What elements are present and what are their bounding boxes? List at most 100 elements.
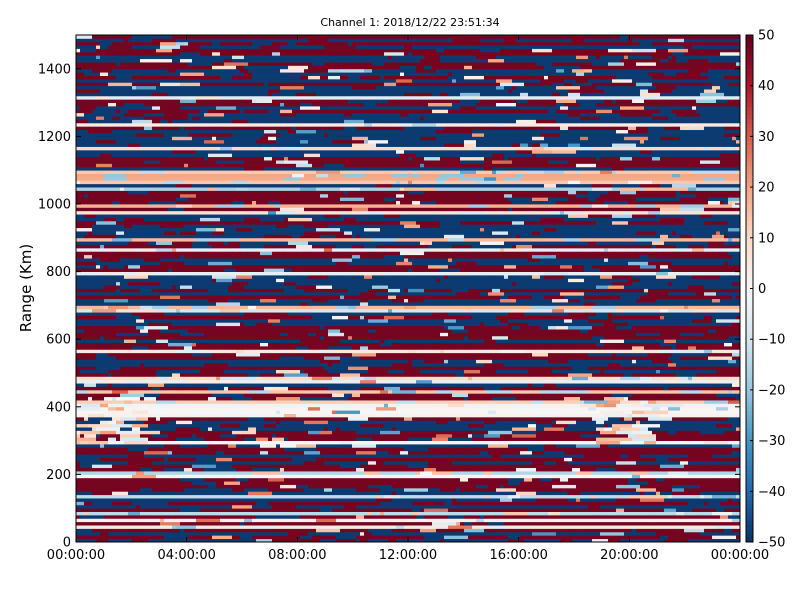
heatmap-cell <box>272 356 281 360</box>
heatmap-cell <box>292 501 305 506</box>
heatmap-cell <box>568 298 581 303</box>
heatmap-cell <box>208 258 225 262</box>
heatmap-cell <box>336 234 353 239</box>
heatmap-cell <box>336 379 361 384</box>
heatmap-cell <box>132 295 145 300</box>
heatmap-cell <box>384 400 397 404</box>
heatmap-cell <box>700 271 725 276</box>
heatmap-cell <box>116 430 141 435</box>
heatmap-cell <box>492 214 517 218</box>
heatmap-cell <box>104 335 121 340</box>
heatmap-cell <box>252 467 277 472</box>
heatmap-cell <box>568 498 577 502</box>
heatmap-cell <box>476 508 501 512</box>
heatmap-cell <box>348 274 365 279</box>
heatmap-cell <box>160 224 185 229</box>
heatmap-cell <box>524 457 537 462</box>
heatmap-cell <box>588 359 597 364</box>
heatmap-cell <box>104 234 117 239</box>
heatmap-cell <box>416 278 437 283</box>
heatmap-cell <box>88 271 105 276</box>
heatmap-cell <box>172 494 181 499</box>
heatmap-cell <box>648 254 653 259</box>
heatmap-cell <box>392 362 413 367</box>
heatmap-cell <box>512 403 537 408</box>
heatmap-cell <box>524 342 537 347</box>
heatmap-cell <box>476 396 493 401</box>
heatmap-cell <box>328 427 337 431</box>
heatmap-cell <box>264 227 285 232</box>
heatmap-cell <box>732 410 741 414</box>
heatmap-cell <box>516 258 529 262</box>
heatmap-cell <box>232 535 237 540</box>
heatmap-cell <box>444 427 465 431</box>
heatmap-cell <box>172 325 177 330</box>
heatmap-cell <box>204 220 229 225</box>
heatmap-cell <box>584 393 597 398</box>
heatmap-cell <box>272 288 285 293</box>
heatmap-cell <box>648 312 669 316</box>
heatmap-cell <box>540 518 561 523</box>
heatmap-cell <box>252 386 265 391</box>
heatmap-cell <box>552 501 569 506</box>
heatmap-cell <box>484 423 489 428</box>
heatmap-cell <box>276 433 281 438</box>
heatmap-cell <box>712 531 733 536</box>
heatmap-cell <box>172 423 185 428</box>
heatmap-cell <box>568 423 585 428</box>
heatmap-cell <box>464 193 477 198</box>
heatmap-cell <box>732 352 741 357</box>
heatmap-cell <box>360 386 385 391</box>
heatmap-cell <box>528 484 553 489</box>
heatmap-cell <box>128 241 149 245</box>
heatmap-cell <box>192 487 209 492</box>
heatmap-cell <box>132 494 157 499</box>
heatmap-cell <box>276 291 293 296</box>
heatmap-cell <box>344 329 369 333</box>
heatmap-cell <box>372 268 389 272</box>
heatmap-cell <box>392 389 417 394</box>
heatmap-cell <box>76 187 93 191</box>
heatmap-cell <box>304 369 329 374</box>
heatmap-cell <box>540 433 545 438</box>
heatmap-cell <box>308 332 317 337</box>
heatmap-cell <box>76 207 101 212</box>
heatmap-cell <box>256 207 265 212</box>
heatmap-cell <box>668 443 689 448</box>
heatmap-cell <box>156 362 173 367</box>
heatmap-cell <box>304 214 325 218</box>
heatmap-cell <box>680 481 693 485</box>
heatmap-cell <box>324 214 329 218</box>
heatmap-cell <box>704 291 717 296</box>
heatmap-cell <box>460 268 481 272</box>
heatmap-cell <box>680 305 685 310</box>
heatmap-cell <box>592 335 605 340</box>
heatmap-cell <box>444 207 469 212</box>
heatmap-cell <box>352 210 365 215</box>
heatmap-cell <box>412 359 425 364</box>
heatmap-cell <box>556 214 561 218</box>
heatmap-cell <box>164 518 185 523</box>
heatmap-cell <box>168 204 177 208</box>
heatmap-cell <box>508 325 513 330</box>
heatmap-cell <box>468 376 473 381</box>
heatmap-cell <box>264 207 281 212</box>
heatmap-cell <box>480 200 505 205</box>
heatmap-cell <box>424 258 437 262</box>
heatmap-cell <box>280 471 301 475</box>
heatmap-cell <box>296 403 309 408</box>
heatmap-cell <box>404 298 409 303</box>
heatmap-cell <box>96 217 105 222</box>
heatmap-cell <box>444 376 449 381</box>
heatmap-cell <box>736 335 741 340</box>
heatmap-cell <box>388 268 409 272</box>
heatmap-cell <box>444 335 461 340</box>
heatmap-cell <box>228 443 237 448</box>
heatmap-cell <box>736 498 741 502</box>
heatmap-cell <box>76 386 93 391</box>
heatmap-cell <box>336 467 357 472</box>
heatmap-cell <box>332 241 353 245</box>
heatmap-cell <box>280 302 289 306</box>
heatmap-cell <box>692 467 717 472</box>
heatmap-cell <box>548 285 553 289</box>
